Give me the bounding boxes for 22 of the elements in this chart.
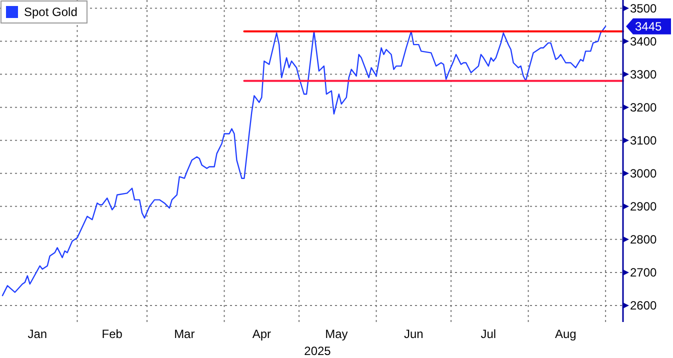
x-tick-label: Jul <box>480 327 496 341</box>
y-tick-label: 3300 <box>630 68 658 82</box>
x-tick-label: Mar <box>174 327 195 341</box>
legend-label: Spot Gold <box>24 5 78 20</box>
y-tick-label: 3200 <box>630 100 658 115</box>
x-axis-title: 2025 <box>304 344 332 358</box>
x-tick-label: Aug <box>555 327 576 341</box>
x-tick-label: Jan <box>28 327 48 341</box>
x-tick-label: May <box>325 327 348 341</box>
x-tick-label: Apr <box>252 327 272 341</box>
y-tick-label: 3500 <box>630 1 658 16</box>
text: 3445 <box>635 20 662 34</box>
line-series <box>2 26 606 296</box>
y-tick-label: 2800 <box>630 232 658 247</box>
y-tick-label: 3100 <box>630 134 658 148</box>
x-tick-label: Jun <box>404 327 424 341</box>
y-tick-label: 2600 <box>630 298 658 313</box>
y-tick-label: 2700 <box>630 266 658 280</box>
y-tick-label: 2900 <box>630 200 658 214</box>
y-tick-label: 3000 <box>630 166 658 181</box>
y-tick-label: 3400 <box>630 34 658 48</box>
x-tick-label: Feb <box>102 327 123 341</box>
